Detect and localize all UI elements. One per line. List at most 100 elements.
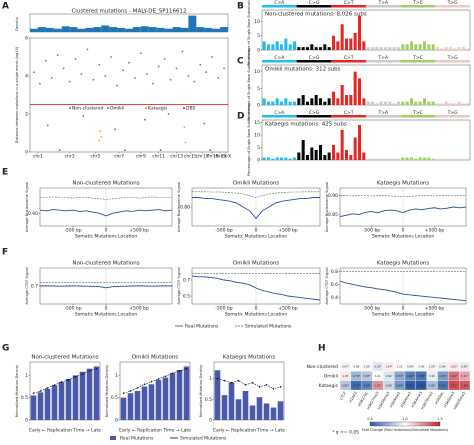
y-tick-label: 4: [25, 74, 28, 80]
bar: [331, 145, 336, 160]
y-tick-label: 0.4: [331, 295, 338, 301]
line-marker: [60, 381, 63, 383]
y-axis-label: Distance between mutations in a single e…: [15, 46, 19, 143]
bar: [401, 101, 405, 105]
bar: [37, 392, 44, 420]
scatter-point: [128, 61, 130, 64]
x-axis-label: Somatic Mutations Location: [225, 234, 288, 240]
cell-label: 1.01: [375, 374, 381, 378]
chart-title: Kataegis Mutations: [223, 355, 276, 361]
bar: [284, 38, 288, 50]
scatter-point: [82, 115, 85, 117]
scatter-point: [56, 54, 59, 56]
bar: [263, 403, 270, 420]
line-marker: [95, 367, 98, 370]
bar: [453, 158, 457, 160]
x-tick-label: chr21: [214, 154, 227, 160]
bar: [323, 155, 327, 160]
bar: [431, 101, 435, 105]
bar: [270, 407, 277, 420]
panel-label: C: [237, 57, 244, 67]
line-marker: [53, 384, 56, 387]
bar: [409, 98, 414, 105]
bar: [86, 368, 93, 420]
cell-label: 0.95: [429, 374, 435, 378]
x-tick-label: -500 bp: [64, 228, 81, 234]
legend-label: DBS: [186, 106, 195, 112]
x-tick-label: 0: [255, 228, 258, 234]
histogram-bar: [212, 28, 221, 32]
chart-title: Omikli Mutations: [132, 355, 178, 361]
bar: [310, 44, 314, 50]
bar: [401, 157, 405, 160]
scatter-point: [209, 149, 212, 152]
colorbar-tick-label: 1.5: [437, 417, 442, 421]
x-tick-label: chr11: [152, 154, 165, 160]
histogram-bar: [117, 27, 126, 32]
bar: [284, 157, 288, 160]
bar: [435, 158, 440, 160]
scatter-point: [184, 141, 187, 144]
y-tick-label: 0: [257, 158, 260, 164]
bar: [362, 98, 366, 105]
bar: [388, 101, 392, 105]
scatter-point: [211, 56, 214, 58]
cell-label: 1.01: [397, 365, 403, 369]
scatter-point: [143, 118, 146, 121]
scatter-point: [163, 58, 166, 60]
bar: [340, 85, 344, 105]
line-marker: [74, 375, 77, 378]
chart-title: Omikli Mutations: [233, 181, 279, 187]
y-tick-label: 0.85: [328, 212, 338, 218]
bar: [427, 157, 431, 160]
legend-swatch: [145, 107, 147, 109]
scatter-point: [33, 71, 35, 74]
bar: [314, 150, 318, 160]
bar: [271, 44, 275, 50]
scatter-point: [50, 77, 53, 79]
bar: [440, 103, 444, 105]
y-tick-label: 5: [257, 145, 260, 151]
scatter-point: [193, 80, 196, 83]
scatter-point: [159, 149, 162, 152]
bar: [176, 370, 183, 420]
chart-title: Non-clustered Mutations: [72, 261, 139, 267]
x-tick-label: 0: [402, 306, 405, 312]
class-label: C>A: [274, 55, 285, 61]
bar: [79, 371, 86, 420]
class-label: C>A: [274, 110, 285, 116]
bar: [120, 397, 127, 420]
x-axis-label: Somatic Mutations Location: [225, 312, 288, 318]
plot-frame: [119, 361, 191, 421]
class-label: C>T: [344, 0, 354, 6]
histogram-bar: [85, 27, 94, 32]
bar: [396, 47, 401, 50]
class-band: [296, 5, 332, 8]
bar: [383, 47, 388, 50]
bar: [388, 47, 392, 50]
y-axis-label: Percentage of Single Base Substitutions: [247, 0, 251, 66]
bar: [461, 158, 466, 160]
bar: [275, 41, 279, 50]
y-tick-label: 0: [257, 103, 260, 109]
y-tick-label: 0: [257, 48, 260, 54]
bar: [58, 382, 65, 420]
x-tick-label: 0: [402, 228, 405, 234]
legend-label: Omikli: [110, 106, 124, 112]
row-label: Non-clustered: [307, 364, 339, 370]
x-tick-label: chrX: [221, 154, 231, 160]
bar: [392, 158, 396, 160]
scatter-point: [169, 78, 172, 81]
x-tick-label: +500 bp: [425, 306, 445, 312]
line-marker: [136, 387, 139, 389]
x-tick-label: chr3: [65, 154, 75, 160]
legend-swatch: [110, 436, 116, 440]
series-line: [40, 196, 172, 200]
x-tick-label: -500 bp: [64, 306, 81, 312]
class-label: T>A: [378, 55, 390, 61]
class-label: T>C: [412, 0, 423, 6]
bar: [266, 157, 271, 160]
scatter-point: [167, 113, 170, 115]
cell-label: 0.70*: [439, 374, 447, 378]
bar: [422, 41, 427, 50]
